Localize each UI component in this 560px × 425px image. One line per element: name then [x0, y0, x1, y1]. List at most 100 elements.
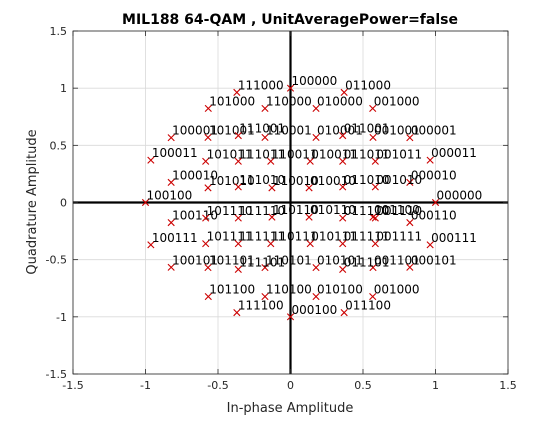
x-marker: [339, 214, 347, 222]
point-label: 101010: [209, 174, 255, 188]
point-label: 100101: [172, 253, 218, 267]
point-label: 110111: [272, 230, 318, 244]
x-marker: [286, 84, 295, 92]
constellation-point: 011000: [340, 78, 391, 96]
x-marker: [339, 157, 347, 165]
x-marker: [261, 263, 269, 272]
x-marker: [167, 263, 175, 271]
x-marker: [369, 133, 377, 142]
point-label: 000110: [411, 209, 457, 223]
point-label: 110101: [266, 254, 312, 268]
x-marker: [312, 133, 320, 142]
x-marker: [141, 198, 150, 207]
x-marker: [147, 156, 155, 164]
x-marker: [204, 104, 212, 112]
point-label: 100011: [152, 146, 198, 160]
x-marker: [202, 157, 210, 165]
constellation-point: 111110: [234, 204, 285, 222]
x-marker: [268, 184, 276, 192]
x-marker: [286, 313, 295, 321]
x-marker: [204, 263, 212, 272]
x-marker: [339, 183, 347, 191]
constellation-point: 010000: [312, 94, 363, 112]
constellation-point: 010010: [305, 174, 356, 192]
point-label: 111100: [238, 299, 284, 313]
point-label: 110001: [266, 123, 312, 137]
x-marker: [431, 198, 440, 207]
constellation-point: 110110: [268, 203, 319, 221]
constellation-point: 111111: [234, 230, 285, 248]
x-marker: [406, 178, 414, 186]
x-marker: [340, 309, 348, 317]
point-label: 001111: [376, 230, 422, 244]
point-label: 111000: [238, 78, 284, 92]
x-marker: [204, 184, 212, 192]
point-label: 100000: [292, 74, 338, 88]
x-marker: [369, 213, 377, 221]
constellation-point: 101100: [204, 283, 255, 301]
point-label: 110100: [266, 283, 312, 297]
constellation-point: 011011: [339, 147, 390, 165]
point-label: 011111: [344, 230, 390, 244]
point-label: 011101: [344, 255, 390, 269]
point-label: 010000: [317, 94, 363, 108]
point-label: 000001: [411, 124, 457, 138]
x-marker: [406, 134, 414, 142]
point-label: 101100: [209, 283, 255, 297]
constellation-point: 111100: [233, 299, 284, 317]
constellation-point: 011010: [339, 173, 390, 191]
point-label: 110000: [266, 94, 312, 108]
point-label: 010110: [310, 203, 356, 217]
x-marker: [204, 293, 212, 301]
constellation-point: 111001: [234, 122, 285, 140]
point-label: 001000: [374, 94, 420, 108]
point-label: 000111: [431, 231, 477, 245]
x-marker: [202, 214, 210, 222]
constellation-point: 100010: [167, 168, 218, 186]
constellation-point: 001100: [369, 203, 420, 221]
constellation-point: 100001: [167, 124, 218, 142]
x-tick-label: -1: [140, 379, 151, 392]
point-label: 011000: [345, 78, 391, 92]
x-marker: [234, 240, 242, 248]
constellation-point: 001000: [369, 94, 420, 112]
constellation-point: 001101: [369, 254, 420, 272]
point-label: 100100: [147, 189, 193, 203]
point-label: 101101: [209, 254, 255, 268]
point-label: 011010: [344, 173, 390, 187]
y-tick-label: 0.5: [50, 139, 68, 152]
data-points: 000000 000001 000010 000011 000100 000101 0001…: [141, 74, 482, 321]
x-marker: [234, 183, 242, 191]
constellation-point: 100011: [147, 146, 198, 164]
x-marker: [369, 104, 377, 112]
point-label: 001000: [374, 283, 420, 297]
x-marker: [233, 88, 241, 96]
constellation-point: 110000: [261, 94, 312, 112]
point-label: 100001: [172, 124, 218, 138]
x-marker: [306, 157, 314, 165]
point-label: 000010: [411, 168, 457, 182]
x-marker: [267, 157, 275, 165]
x-marker: [426, 241, 434, 249]
y-tick-label: -1.5: [46, 368, 67, 381]
constellation-point: 000110: [406, 209, 457, 227]
x-marker: [369, 263, 377, 272]
point-label: 101001: [209, 123, 255, 137]
constellation-point: 110101: [261, 254, 312, 272]
point-label: 011110: [344, 204, 390, 218]
x-marker: [371, 240, 379, 248]
constellation-point: 111000: [233, 78, 284, 96]
point-label: 110011: [272, 147, 318, 161]
y-axis-label: Quadrature Amplitude: [25, 129, 40, 274]
point-label: 101000: [209, 94, 255, 108]
constellation-point: 100101: [167, 253, 218, 271]
constellation-point: 001000: [369, 283, 420, 301]
y-tick-label: -1: [56, 311, 67, 324]
x-tick-label: 0: [287, 379, 294, 392]
x-tick-label: 1.5: [499, 379, 517, 392]
point-label: 111110: [239, 204, 285, 218]
x-marker: [312, 104, 320, 112]
constellation-point: 001111: [371, 230, 422, 248]
